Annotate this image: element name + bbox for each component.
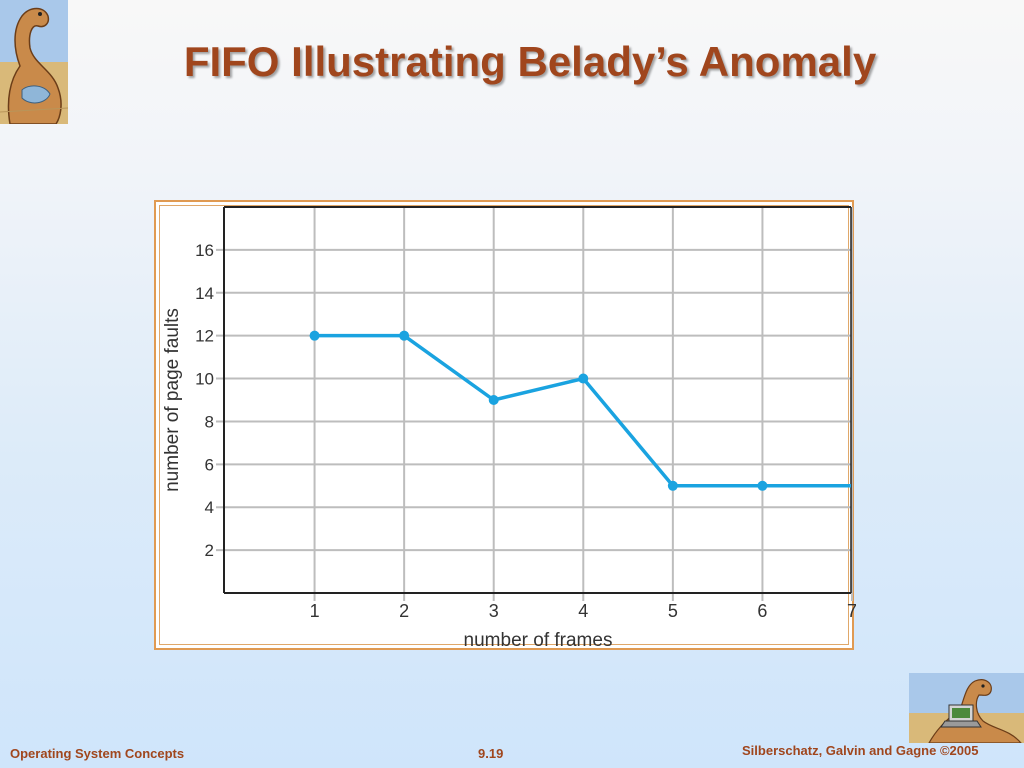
y-tick-label: 10 [195, 370, 214, 389]
y-tick-label: 4 [205, 498, 214, 517]
data-point [488, 395, 499, 405]
footer-course-title: Operating System Concepts [10, 746, 185, 761]
dinosaur-laptop-logo-icon [909, 673, 1024, 743]
y-tick-label: 16 [195, 241, 214, 260]
x-tick-label: 4 [578, 601, 588, 621]
data-point [578, 373, 589, 384]
y-tick-label: 2 [205, 541, 214, 560]
dinosaur-logo-icon [0, 0, 68, 124]
y-axis-title: number of page faults [162, 308, 183, 492]
y-tick-label: 12 [195, 327, 214, 346]
x-tick-label: 6 [757, 601, 767, 621]
footer-slide-number: 9.19 [478, 746, 504, 761]
footer-copyright: Silberschatz, Galvin and Gagne ©2005 [742, 743, 979, 758]
slide-title: FIFO Illustrating Belady’s Anomaly [183, 38, 877, 85]
chart-inner-border [159, 205, 849, 645]
y-tick-label: 6 [205, 455, 214, 474]
data-point [667, 480, 678, 491]
data-point [757, 480, 768, 491]
x-tick-label: 1 [310, 601, 320, 621]
x-tick-label: 7 [847, 601, 856, 621]
x-tick-label: 2 [399, 601, 409, 621]
x-axis-title: number of frames [464, 630, 613, 651]
chart-frame: 2 4 6 8 10 12 14 16 1 2 3 4 5 6 7 number of frames numbe… [154, 200, 856, 651]
data-point [309, 330, 320, 341]
y-tick-label: 8 [205, 412, 214, 431]
data-point [399, 330, 410, 341]
x-tick-label: 3 [489, 601, 499, 621]
y-tick-label: 14 [195, 284, 214, 303]
x-tick-label: 5 [668, 601, 678, 621]
